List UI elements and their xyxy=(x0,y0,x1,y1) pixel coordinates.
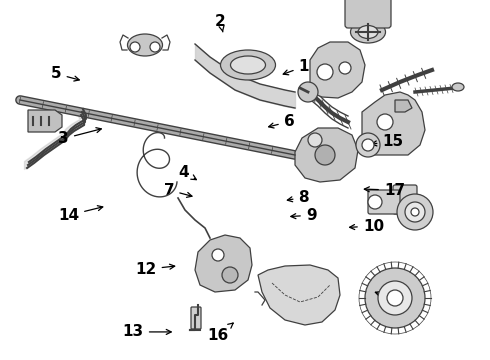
Text: 4: 4 xyxy=(178,165,196,180)
Polygon shape xyxy=(395,100,412,112)
Text: 5: 5 xyxy=(51,66,79,81)
Text: 16: 16 xyxy=(207,323,233,343)
Polygon shape xyxy=(195,235,252,292)
Text: 2: 2 xyxy=(215,14,226,32)
Text: 17: 17 xyxy=(365,183,405,198)
Circle shape xyxy=(356,133,380,157)
FancyBboxPatch shape xyxy=(393,185,417,214)
Circle shape xyxy=(308,133,322,147)
Circle shape xyxy=(339,62,351,74)
Circle shape xyxy=(365,268,425,328)
Text: 1: 1 xyxy=(283,59,309,75)
Polygon shape xyxy=(362,92,425,155)
Circle shape xyxy=(405,202,425,222)
Circle shape xyxy=(150,42,160,52)
Polygon shape xyxy=(28,110,62,132)
Text: 11: 11 xyxy=(375,292,406,307)
Circle shape xyxy=(317,64,333,80)
Circle shape xyxy=(130,42,140,52)
Circle shape xyxy=(222,267,238,283)
Text: 3: 3 xyxy=(58,128,101,146)
Text: 15: 15 xyxy=(371,134,404,149)
Circle shape xyxy=(368,195,382,209)
Circle shape xyxy=(212,249,224,261)
Polygon shape xyxy=(310,42,365,98)
Circle shape xyxy=(298,82,318,102)
Ellipse shape xyxy=(358,26,378,39)
FancyBboxPatch shape xyxy=(368,190,400,214)
Circle shape xyxy=(411,208,419,216)
Ellipse shape xyxy=(127,34,163,56)
Circle shape xyxy=(397,194,433,230)
Circle shape xyxy=(362,139,374,151)
Ellipse shape xyxy=(452,83,464,91)
Ellipse shape xyxy=(350,21,386,43)
FancyBboxPatch shape xyxy=(345,0,391,28)
Text: 8: 8 xyxy=(287,190,309,205)
Polygon shape xyxy=(258,265,340,325)
Text: 10: 10 xyxy=(350,219,384,234)
Polygon shape xyxy=(295,128,358,182)
Circle shape xyxy=(378,281,412,315)
Text: 14: 14 xyxy=(58,206,103,223)
Circle shape xyxy=(387,290,403,306)
Circle shape xyxy=(377,114,393,130)
FancyBboxPatch shape xyxy=(191,307,201,329)
Text: 13: 13 xyxy=(122,324,171,339)
Ellipse shape xyxy=(230,56,266,74)
Text: 6: 6 xyxy=(269,114,294,129)
Text: 7: 7 xyxy=(164,183,192,198)
Circle shape xyxy=(315,145,335,165)
Ellipse shape xyxy=(220,50,275,80)
Text: 9: 9 xyxy=(291,208,317,223)
Text: 12: 12 xyxy=(135,262,175,277)
